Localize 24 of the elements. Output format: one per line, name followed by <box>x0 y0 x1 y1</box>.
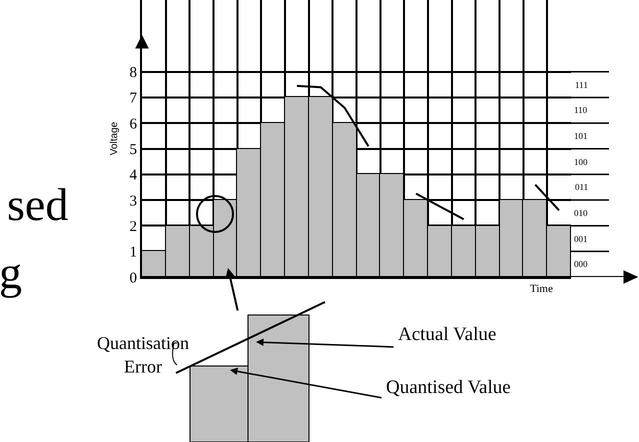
text: 001 <box>574 234 588 244</box>
text: sed <box>7 179 68 230</box>
text: 110 <box>574 105 588 115</box>
y-tick-label: 0 <box>130 270 137 286</box>
y-tick-label: 8 <box>130 65 137 82</box>
text: Quantisation Error <box>97 333 189 376</box>
text: 011 <box>575 182 588 192</box>
y-tick-label: 3 <box>130 193 137 210</box>
y-tick-label: 4 <box>130 168 138 184</box>
text: Quantised Value <box>386 377 511 398</box>
y-tick-label: 7 <box>130 90 138 107</box>
text: 101 <box>574 131 588 141</box>
text: 111 <box>575 80 588 90</box>
text: 010 <box>574 208 588 218</box>
y-tick-label: 2 <box>130 218 137 235</box>
y-tick-label: 1 <box>130 244 137 261</box>
y-tick-label: 6 <box>130 116 138 132</box>
text: Actual Value <box>398 324 496 345</box>
text: 000 <box>574 259 588 269</box>
x-axis-title: Time <box>530 283 553 295</box>
y-axis-title: Voltage <box>109 121 120 156</box>
text: 100 <box>574 157 588 167</box>
y-tick-label: 5 <box>130 142 137 158</box>
text: g <box>0 247 22 298</box>
